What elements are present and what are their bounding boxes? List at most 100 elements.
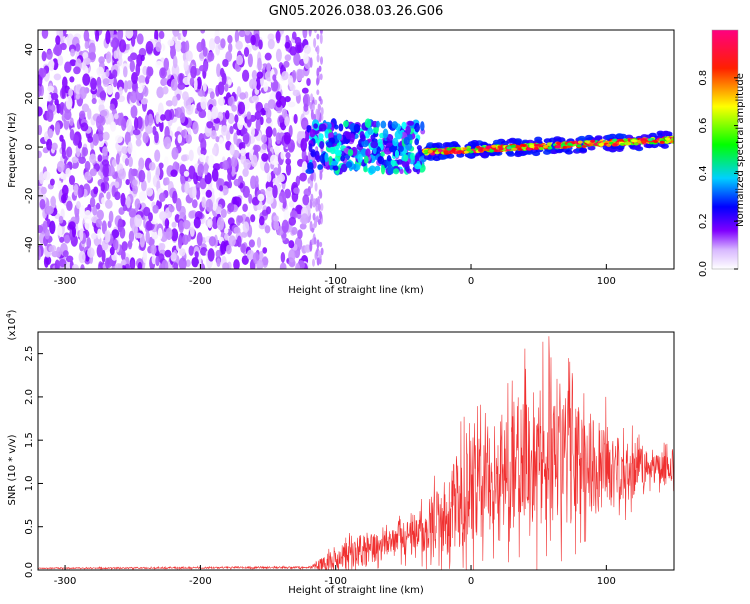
heatmap-cell	[353, 123, 361, 133]
heatmap-cell	[370, 141, 379, 149]
heatmap-cell	[242, 131, 250, 145]
heatmap-cell	[69, 128, 75, 141]
heatmap-cell	[320, 56, 323, 65]
heatmap-cell	[54, 121, 61, 136]
heatmap-cell	[219, 137, 224, 145]
heatmap-cell	[117, 30, 124, 41]
heatmap-cell	[280, 150, 285, 160]
heatmap-cell	[70, 48, 76, 57]
heatmap-cell	[97, 130, 104, 142]
heatmap-cell	[181, 91, 189, 101]
heatmap-cell	[415, 152, 421, 160]
heatmap-cell	[128, 230, 135, 243]
colorbar-tick-label: 0.8	[698, 70, 709, 86]
heatmap-cell	[316, 239, 320, 249]
heatmap-cell	[251, 196, 260, 206]
heatmap-cell	[137, 75, 146, 83]
heatmap-cell	[248, 193, 253, 204]
heatmap-cell	[105, 69, 110, 78]
spectrogram-y-tick-label: -20	[24, 188, 35, 204]
heatmap-cell	[87, 136, 94, 143]
heatmap-cell	[183, 59, 189, 72]
heatmap-cell	[324, 128, 330, 139]
heatmap-cell	[534, 136, 543, 142]
heatmap-cell	[75, 201, 81, 209]
heatmap-cell	[124, 131, 131, 146]
heatmap-cell	[475, 145, 481, 149]
heatmap-cell	[202, 82, 207, 92]
heatmap-cell	[48, 245, 55, 253]
heatmap-cell	[485, 146, 491, 150]
heatmap-cell	[168, 205, 175, 213]
heatmap-cell	[38, 150, 42, 159]
heatmap-cell	[442, 142, 451, 148]
heatmap-cell	[251, 70, 258, 80]
heatmap-cell	[155, 166, 161, 178]
heatmap-cell	[248, 239, 255, 248]
heatmap-cell	[84, 160, 91, 171]
heatmap-cell	[217, 81, 225, 96]
heatmap-cell	[145, 125, 153, 135]
heatmap-cell	[293, 113, 298, 124]
heatmap-cell	[65, 167, 72, 178]
heatmap-cell	[84, 218, 92, 231]
heatmap-cell	[310, 171, 314, 182]
snr-panel: -300 -200 -100 0 100 0.0 0.5 1.0 1.5 2.0 2.5 Heig…	[5, 309, 675, 596]
heatmap-cell	[81, 103, 90, 113]
heatmap-cell	[423, 149, 429, 153]
heatmap-cell	[370, 134, 376, 140]
heatmap-cell	[165, 100, 174, 107]
heatmap-cell	[134, 198, 141, 210]
snr-x-axis-label: Height of straight line (km)	[288, 585, 424, 596]
heatmap-cell	[256, 237, 262, 248]
heatmap-cell	[104, 199, 113, 209]
heatmap-cell	[140, 54, 145, 62]
heatmap-cell	[233, 132, 238, 145]
heatmap-cell	[284, 41, 291, 49]
heatmap-cell	[99, 109, 108, 117]
heatmap-cell	[553, 136, 562, 142]
heatmap-cell	[238, 30, 246, 38]
heatmap-cell	[158, 162, 164, 169]
heatmap-cell	[224, 233, 229, 241]
heatmap-cell	[47, 85, 55, 92]
snr-x-tick-label: -100	[324, 576, 347, 587]
heatmap-cell	[57, 180, 63, 190]
heatmap-cell	[229, 143, 235, 156]
heatmap-cell	[192, 121, 199, 135]
heatmap-cell	[250, 175, 257, 190]
heatmap-cell	[82, 147, 89, 157]
heatmap-cell	[302, 194, 310, 206]
heatmap-cell	[227, 171, 232, 182]
heatmap-cell	[128, 156, 133, 168]
heatmap-cell	[53, 73, 62, 81]
heatmap-cell	[197, 90, 206, 97]
heatmap-cell	[210, 130, 217, 140]
heatmap-cell	[78, 156, 86, 164]
heatmap-cell	[236, 54, 244, 66]
heatmap-cell	[119, 39, 127, 53]
colorbar-tick-label: 0.6	[698, 118, 709, 134]
heatmap-cell	[155, 255, 160, 267]
heatmap-cell	[466, 148, 472, 152]
heatmap-cell	[146, 187, 154, 197]
heatmap-cell	[145, 41, 154, 54]
heatmap-cell	[250, 126, 256, 137]
heatmap-cell	[161, 259, 169, 269]
heatmap-cell	[288, 240, 295, 249]
heatmap-cell	[318, 133, 324, 140]
colorbar-tick-label: 0.2	[698, 213, 709, 229]
heatmap-cell	[134, 232, 143, 239]
heatmap-cell	[160, 114, 166, 121]
heatmap-cell	[136, 33, 144, 45]
heatmap-cell	[64, 109, 72, 121]
heatmap-cell	[189, 226, 195, 237]
heatmap-cell	[197, 163, 204, 177]
heatmap-cell	[59, 134, 64, 142]
heatmap-cell	[317, 196, 320, 206]
heatmap-cell	[291, 226, 298, 235]
heatmap-cell	[386, 133, 394, 142]
heatmap-cell	[363, 155, 369, 164]
heatmap-cell	[640, 140, 646, 144]
